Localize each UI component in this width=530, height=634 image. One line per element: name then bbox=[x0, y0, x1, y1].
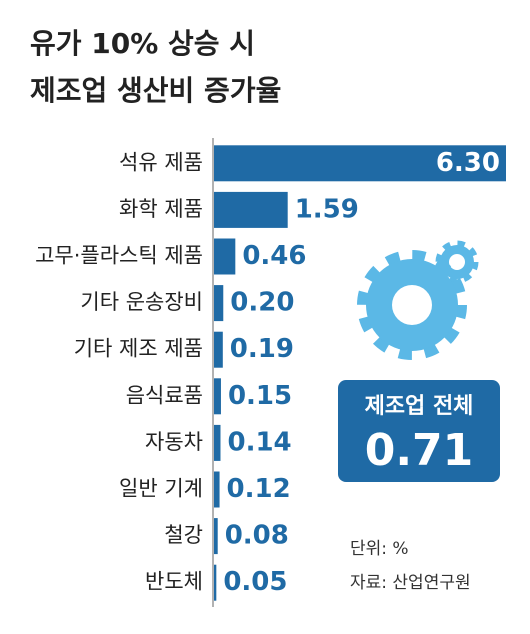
bar bbox=[214, 471, 220, 508]
category-label: 석유 제품 bbox=[119, 150, 203, 174]
note: 단위: % bbox=[350, 539, 409, 559]
bar bbox=[214, 564, 217, 601]
category-label: 화학 제품 bbox=[119, 197, 203, 221]
category-label: 음식료품 bbox=[126, 383, 203, 407]
value-label: 0.46 bbox=[242, 241, 306, 271]
value-label: 6.30 bbox=[436, 148, 500, 178]
bar bbox=[214, 191, 288, 228]
category-label: 철강 bbox=[164, 523, 203, 547]
value-label: 0.19 bbox=[230, 334, 294, 364]
gear-hole bbox=[449, 254, 465, 270]
chart-title: 유가 10% 상승 시 bbox=[30, 27, 255, 60]
category-label: 반도체 bbox=[145, 570, 203, 594]
bar bbox=[214, 285, 224, 322]
bar bbox=[214, 424, 221, 461]
total-box bbox=[338, 380, 500, 482]
total-label: 제조업 전체 bbox=[365, 394, 474, 419]
bar bbox=[214, 238, 236, 275]
total-value: 0.71 bbox=[365, 425, 474, 476]
value-label: 0.14 bbox=[227, 427, 291, 457]
value-label: 0.15 bbox=[228, 381, 292, 411]
category-label: 기타 운송장비 bbox=[80, 290, 203, 314]
bar bbox=[214, 378, 221, 415]
value-label: 0.05 bbox=[223, 567, 287, 597]
gear-teeth bbox=[357, 250, 467, 360]
value-label: 0.20 bbox=[230, 288, 294, 318]
category-label: 자동차 bbox=[145, 430, 203, 454]
value-label: 0.12 bbox=[227, 474, 291, 504]
note: 자료: 산업연구원 bbox=[350, 573, 471, 593]
category-label: 고무·플라스틱 제품 bbox=[35, 244, 203, 268]
category-label: 일반 기계 bbox=[119, 477, 203, 501]
value-label: 0.08 bbox=[225, 521, 289, 551]
gears bbox=[357, 240, 479, 360]
bar bbox=[214, 518, 218, 555]
bar bbox=[214, 331, 223, 368]
bar bbox=[214, 145, 506, 182]
gear-hole bbox=[392, 285, 432, 325]
chart-title: 제조업 생산비 증가율 bbox=[30, 74, 281, 107]
category-label: 기타 제조 제품 bbox=[74, 337, 203, 361]
value-label: 1.59 bbox=[295, 194, 359, 224]
